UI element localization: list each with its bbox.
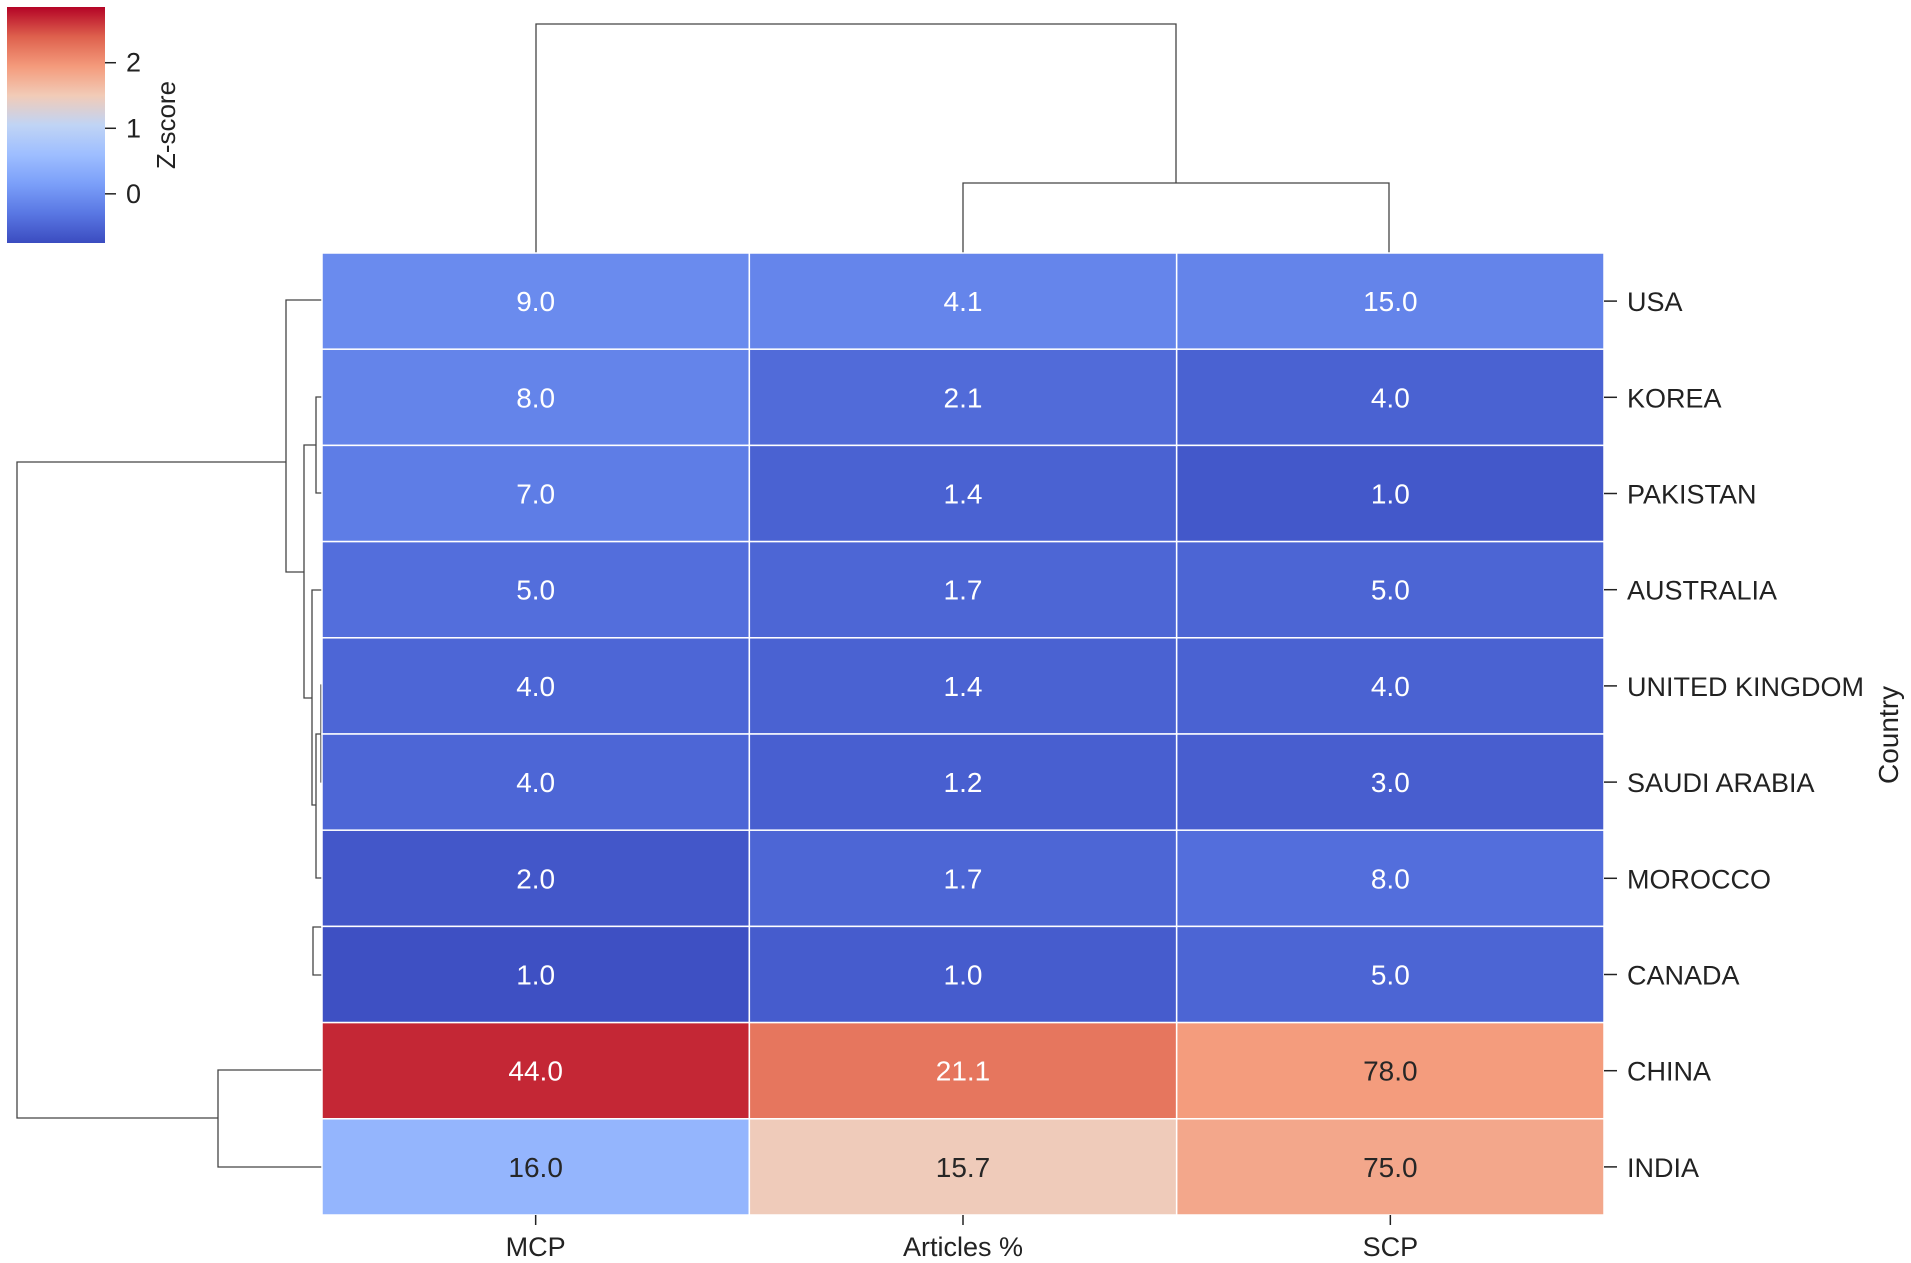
row-label: UNITED KINGDOM — [1627, 672, 1864, 702]
heatmap-cell — [748, 540, 1178, 639]
row-dendrogram-link — [217, 1069, 322, 1168]
heatmap-cell — [321, 348, 751, 447]
heatmap-cell-label: 4.0 — [1371, 671, 1410, 702]
column-label: Articles % — [903, 1232, 1023, 1262]
heatmap-cell — [321, 1118, 751, 1216]
column-tick-labels: MCP Articles % SCP — [506, 1215, 1418, 1262]
row-label: AUSTRALIA — [1627, 576, 1777, 606]
column-dendrogram-link-articles-scp — [962, 182, 1390, 253]
heatmap-cell-label: 1.4 — [944, 479, 983, 510]
row-dendrogram-link — [285, 299, 322, 573]
heatmap-cell-label: 5.0 — [1371, 960, 1410, 991]
heatmap-cell-label: 16.0 — [508, 1152, 563, 1183]
row-tick-labels: USA KOREA PAKISTAN AUSTRALIA UNITED KINGDOM S… — [1604, 287, 1864, 1183]
heatmap-cell — [321, 925, 751, 1024]
row-label: SAUDI ARABIA — [1627, 768, 1815, 798]
heatmap-cell-label: 4.1 — [944, 286, 983, 317]
row-label: CHINA — [1627, 1057, 1711, 1087]
row-label: KOREA — [1627, 383, 1722, 413]
heatmap-cell-label: 1.2 — [944, 767, 983, 798]
row-dendrogram — [16, 299, 322, 1168]
row-label: MOROCCO — [1627, 864, 1771, 894]
column-label: SCP — [1363, 1232, 1419, 1262]
heatmap-cell — [748, 925, 1178, 1024]
heatmap-cell — [321, 540, 751, 639]
heatmap-cell-label: 1.0 — [1371, 479, 1410, 510]
heatmap-cell — [1175, 637, 1605, 735]
heatmap-cell — [1175, 1118, 1605, 1216]
heatmap-cell-label: 78.0 — [1363, 1056, 1418, 1087]
row-label: INDIA — [1627, 1153, 1699, 1183]
heatmap-cell — [1175, 540, 1605, 639]
colorbar-gradient — [7, 7, 105, 243]
heatmap-cell-label: 3.0 — [1371, 767, 1410, 798]
heatmap-cell-label: 5.0 — [1371, 575, 1410, 606]
heatmap-cell — [321, 829, 751, 928]
heatmap-cell — [748, 444, 1178, 543]
colorbar: 0 1 2 Z-score — [7, 7, 181, 243]
y-axis-label: Country — [1873, 686, 1904, 784]
heatmap-cell — [1175, 348, 1605, 447]
heatmap-cell-label: 15.0 — [1363, 286, 1418, 317]
heatmap-cell — [748, 348, 1178, 447]
column-dendrogram — [535, 23, 1390, 253]
heatmap-cell — [1175, 829, 1605, 928]
row-dendrogram-link — [312, 926, 322, 976]
heatmap-cell-label: 4.0 — [516, 767, 555, 798]
row-label: USA — [1627, 287, 1683, 317]
heatmap-annotations: 9.0 4.1 15.0 8.0 2.1 4.0 7.0 1.4 1.0 5.0 1.7 5.0 4.0… — [508, 286, 1417, 1183]
heatmap-cell — [748, 829, 1178, 928]
heatmap-cell-label: 1.7 — [944, 575, 983, 606]
heatmap-cell — [321, 733, 751, 831]
heatmap-cell-label: 1.0 — [516, 960, 555, 991]
row-dendrogram-link — [315, 396, 322, 494]
colorbar-label: Z-score — [151, 81, 181, 169]
column-label: MCP — [506, 1232, 566, 1262]
row-dendrogram-link — [315, 733, 322, 879]
heatmap-cell-label: 9.0 — [516, 286, 555, 317]
heatmap-cell — [748, 637, 1178, 735]
heatmap-cell — [1175, 925, 1605, 1024]
heatmap-cell — [1175, 444, 1605, 543]
heatmap-cell-label: 8.0 — [1371, 863, 1410, 894]
heatmap-cell-label: 75.0 — [1363, 1152, 1418, 1183]
heatmap-cell-label: 1.7 — [944, 863, 983, 894]
colorbar-tick-label: 2 — [126, 48, 141, 78]
heatmap-cell-label: 7.0 — [516, 479, 555, 510]
heatmap-cell-label: 8.0 — [516, 382, 555, 413]
row-label: PAKISTAN — [1627, 480, 1757, 510]
heatmap-cell-label: 2.0 — [516, 863, 555, 894]
heatmap-cell-label: 1.4 — [944, 671, 983, 702]
heatmap-cell-label: 1.0 — [944, 960, 983, 991]
colorbar-tick-label: 1 — [126, 113, 141, 143]
row-label: CANADA — [1627, 961, 1740, 991]
heatmap-cell — [1175, 252, 1605, 350]
heatmap-cell-label: 4.0 — [516, 671, 555, 702]
heatmap-cell-label: 2.1 — [944, 382, 983, 413]
heatmap-cell-label: 4.0 — [1371, 382, 1410, 413]
column-dendrogram-link-root — [535, 23, 1177, 253]
heatmap-cell-label: 15.7 — [936, 1152, 991, 1183]
row-dendrogram-link — [303, 444, 316, 699]
heatmap-cell-label: 5.0 — [516, 575, 555, 606]
heatmap-cell — [748, 733, 1178, 831]
heatmap-cell — [321, 637, 751, 735]
heatmap-cell — [748, 252, 1178, 350]
heatmap-cell-label: 21.1 — [936, 1056, 991, 1087]
row-dendrogram-link — [16, 461, 286, 1119]
colorbar-tick-label: 0 — [126, 179, 141, 209]
heatmap-cell — [1175, 733, 1605, 831]
heatmap-cell-label: 44.0 — [508, 1056, 563, 1087]
heatmap-cells — [321, 252, 1605, 1216]
heatmap-cell — [321, 1021, 751, 1120]
